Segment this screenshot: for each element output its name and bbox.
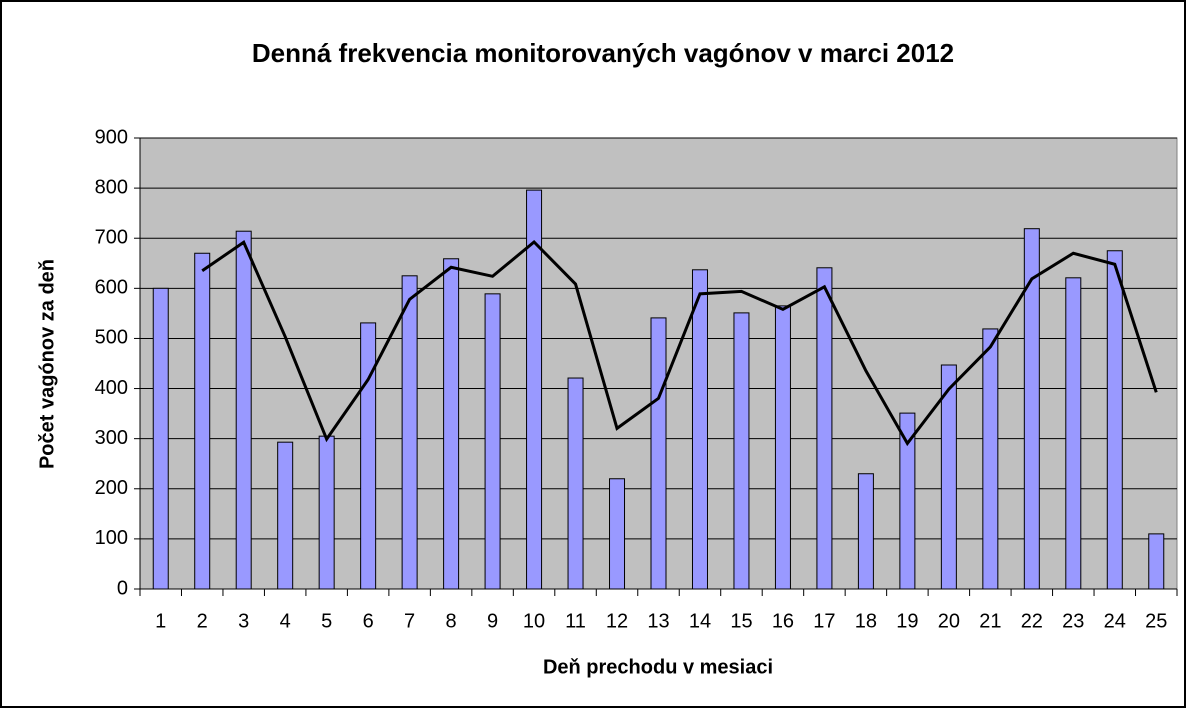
x-tick-label: 3 <box>238 610 249 632</box>
bar <box>940 364 957 590</box>
bar <box>1106 250 1123 590</box>
x-tick-label: 4 <box>280 610 291 632</box>
x-tick-label: 21 <box>979 610 1001 632</box>
bar <box>484 293 501 590</box>
y-axis-title: Počet vagónov za deň <box>36 259 58 469</box>
bar <box>899 412 916 590</box>
x-tick-label: 2 <box>197 610 208 632</box>
x-tick-label: 8 <box>446 610 457 632</box>
bar <box>1148 533 1165 590</box>
bar <box>774 305 791 590</box>
y-tick-label: 200 <box>95 477 128 499</box>
x-tick-label: 17 <box>813 610 835 632</box>
bar <box>691 269 708 590</box>
bar <box>1023 228 1040 590</box>
y-tick-label: 0 <box>117 577 128 599</box>
x-tick-label: 13 <box>647 610 669 632</box>
bar <box>650 317 667 590</box>
x-tick-label: 23 <box>1062 610 1084 632</box>
bar <box>982 328 999 590</box>
x-tick-label: 14 <box>689 610 711 632</box>
bar <box>401 275 418 590</box>
bar <box>152 287 169 590</box>
bar <box>318 435 335 590</box>
x-tick-label: 20 <box>938 610 960 632</box>
y-tick-label: 900 <box>95 126 128 148</box>
y-tick-label: 800 <box>95 176 128 198</box>
y-tick-label: 400 <box>95 377 128 399</box>
bar <box>360 322 377 590</box>
y-tick-label: 100 <box>95 527 128 549</box>
bar <box>526 189 543 590</box>
chart-title: Denná frekvencia monitorovaných vagónov … <box>252 38 954 68</box>
x-tick-label: 7 <box>404 610 415 632</box>
x-tick-label: 1 <box>155 610 166 632</box>
bar <box>1065 277 1082 590</box>
x-tick-label: 15 <box>730 610 752 632</box>
bar <box>857 473 874 590</box>
bar <box>277 441 294 590</box>
x-tick-label: 11 <box>565 610 586 632</box>
x-tick-label: 24 <box>1104 610 1126 632</box>
y-tick-label: 600 <box>95 277 128 299</box>
line <box>201 239 1158 447</box>
x-tick-label: 10 <box>523 610 545 632</box>
bar <box>235 230 252 590</box>
bar <box>609 478 626 590</box>
x-axis-title: Deň prechodu v mesiaci <box>543 656 773 678</box>
bar <box>733 312 750 590</box>
x-tick-label: 25 <box>1145 610 1167 632</box>
x-tick-label: 5 <box>321 610 332 632</box>
bar <box>443 258 460 590</box>
y-tick-label: 700 <box>95 227 128 249</box>
x-tick-label: 22 <box>1021 610 1043 632</box>
bar <box>816 267 833 590</box>
x-tick-label: 6 <box>363 610 374 632</box>
x-tick-label: 19 <box>896 610 918 632</box>
x-tick-label: 16 <box>772 610 794 632</box>
y-tick-label: 300 <box>95 427 128 449</box>
x-tick-label: 12 <box>606 610 628 632</box>
x-tick-label: 18 <box>855 610 877 632</box>
y-tick-label: 500 <box>95 327 128 349</box>
x-tick-label: 9 <box>487 610 498 632</box>
bar <box>567 377 584 590</box>
bar <box>194 252 211 590</box>
